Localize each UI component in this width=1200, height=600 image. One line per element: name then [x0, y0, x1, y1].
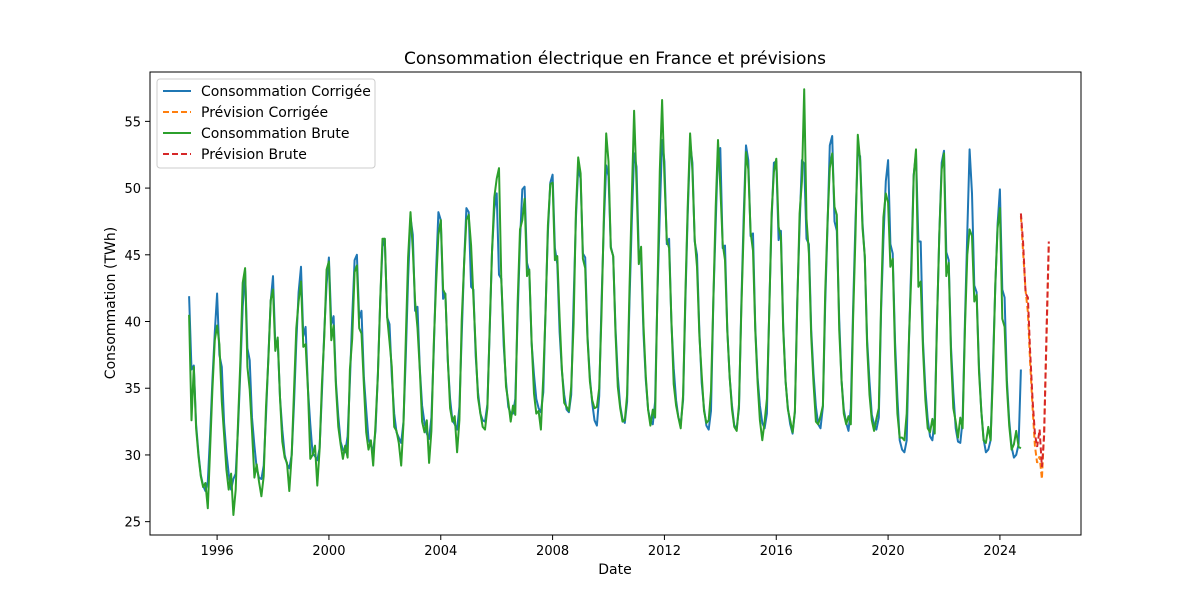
- series-line-prevision-brute: [1019, 213, 1050, 468]
- x-tick-label: 2000: [312, 544, 345, 559]
- y-tick-label: 45: [124, 249, 141, 264]
- y-axis-ticks: 25 30 35 40 45 50 55: [124, 115, 150, 531]
- x-tick-label: 2016: [760, 544, 793, 559]
- legend-label-consommation-corrigee: Consommation Corrigée: [201, 84, 371, 100]
- legend-label-consommation-brute: Consommation Brute: [201, 126, 350, 142]
- legend-label-prevision-brute: Prévision Brute: [201, 147, 307, 163]
- y-tick-label: 25: [124, 516, 141, 531]
- legend: Consommation Corrigée Prévision Corrigée C…: [156, 78, 376, 169]
- y-axis-label: Consommation (TWh): [103, 227, 119, 379]
- plot-lines: [188, 88, 1050, 516]
- series-line-consommation-brute: [188, 88, 1022, 516]
- legend-box: [156, 78, 376, 169]
- y-tick-label: 35: [124, 382, 141, 397]
- y-tick-label: 55: [124, 115, 141, 130]
- y-tick-label: 40: [124, 316, 141, 331]
- y-tick-label: 30: [124, 449, 141, 464]
- x-tick-label: 2004: [424, 544, 457, 559]
- legend-label-prevision-corrigee: Prévision Corrigée: [201, 105, 328, 121]
- chart-title: Consommation électrique en France et pré…: [404, 49, 826, 69]
- x-tick-label: 2012: [648, 544, 681, 559]
- y-tick-label: 50: [124, 182, 141, 197]
- plot-frame: [149, 71, 1082, 536]
- x-tick-label: 1996: [201, 544, 234, 559]
- x-tick-label: 2020: [872, 544, 905, 559]
- x-axis-label: Date: [598, 562, 631, 578]
- x-tick-label: 2008: [536, 544, 569, 559]
- x-tick-label: 2024: [983, 544, 1016, 559]
- x-axis-ticks: 1996 2000 2004 2008 2012 2016 2020 2024: [201, 535, 1016, 559]
